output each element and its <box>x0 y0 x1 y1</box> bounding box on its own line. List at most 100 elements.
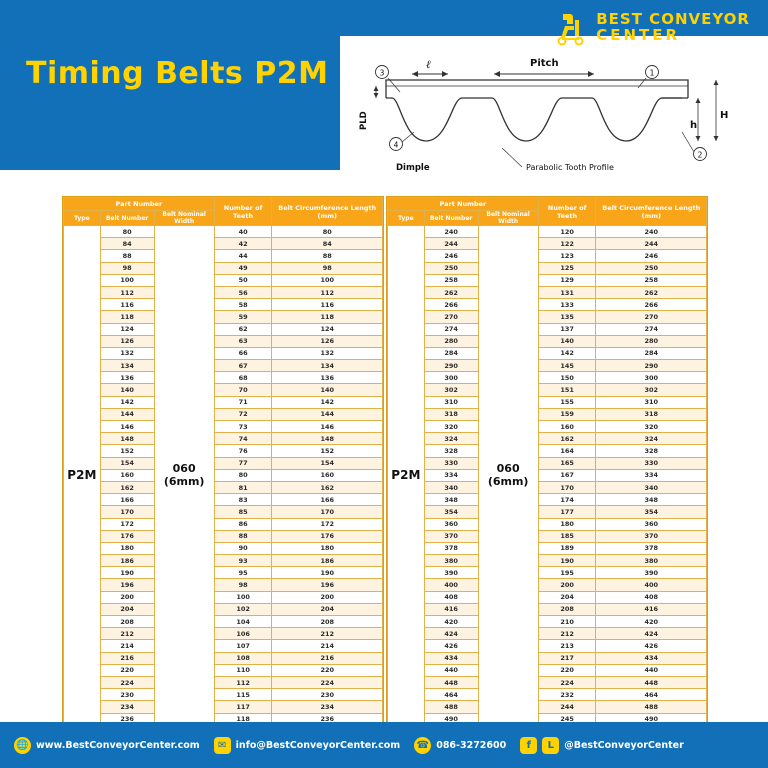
cell-belt-number: 200 <box>99 590 155 604</box>
cell-belt-circumference: 84 <box>271 237 383 251</box>
cell-number-of-teeth: 88 <box>213 529 273 543</box>
cell-number-of-teeth: 140 <box>537 334 597 348</box>
table-row: 330 165 330 <box>388 456 707 470</box>
cell-belt-circumference: 274 <box>595 322 707 336</box>
table-header-sub: Type Belt Number Belt Nominal Width <box>63 210 383 226</box>
table-row: 116 58 116 <box>64 298 383 312</box>
footer-social[interactable]: f L @BestConveyorCenter <box>520 736 684 754</box>
cell-number-of-teeth: 133 <box>537 298 597 312</box>
cell-belt-number: 152 <box>99 444 155 458</box>
cell-belt-circumference: 244 <box>595 237 707 251</box>
conveyor-robot-icon <box>554 10 588 46</box>
cell-number-of-teeth: 107 <box>213 639 273 653</box>
cell-belt-number: 270 <box>423 310 479 324</box>
cell-belt-number: 100 <box>99 273 155 287</box>
cell-number-of-teeth: 68 <box>213 371 273 385</box>
table-row: 234 117 234 <box>64 700 383 714</box>
cell-belt-nominal-width: 060 (6mm) <box>477 225 539 726</box>
cell-belt-circumference: 140 <box>271 383 383 397</box>
cell-number-of-teeth: 62 <box>213 322 273 336</box>
cell-belt-number: 390 <box>423 566 479 580</box>
cell-number-of-teeth: 204 <box>537 590 597 604</box>
table-row: 246 123 246 <box>388 249 707 263</box>
cell-belt-circumference: 154 <box>271 456 383 470</box>
svg-text:h: h <box>690 120 697 131</box>
cell-belt-circumference: 310 <box>595 395 707 409</box>
cell-belt-number: 230 <box>99 688 155 702</box>
table-row: 176 88 176 <box>64 529 383 543</box>
brand-logo: BEST CONVEYOR CENTER <box>554 10 750 46</box>
svg-text:ℓ: ℓ <box>426 58 431 71</box>
cell-number-of-teeth: 112 <box>213 675 273 690</box>
cell-belt-number: 320 <box>423 419 479 434</box>
table-row: 160 80 160 <box>64 468 383 482</box>
cell-number-of-teeth: 80 <box>213 468 273 482</box>
part-number-table: Part Number Number of Teeth Belt Circumfer… <box>387 197 707 726</box>
header-number-of-teeth: Number of Teeth <box>537 197 597 226</box>
cell-belt-circumference: 280 <box>595 334 707 348</box>
cell-belt-circumference: 354 <box>595 505 707 519</box>
cell-belt-number: 212 <box>99 627 155 641</box>
cell-number-of-teeth: 102 <box>213 602 273 617</box>
cell-number-of-teeth: 125 <box>537 261 597 275</box>
cell-belt-circumference: 262 <box>595 285 707 300</box>
cell-number-of-teeth: 160 <box>537 419 597 434</box>
cell-number-of-teeth: 167 <box>537 468 597 482</box>
table-row: 112 56 112 <box>64 285 383 300</box>
cell-belt-circumference: 340 <box>595 480 707 495</box>
cell-number-of-teeth: 131 <box>537 285 597 300</box>
cell-belt-circumference: 142 <box>271 395 383 409</box>
cell-number-of-teeth: 208 <box>537 602 597 617</box>
cell-number-of-teeth: 67 <box>213 359 273 373</box>
table-header-group: Part Number Number of Teeth Belt Circumfer… <box>63 197 383 226</box>
cell-number-of-teeth: 90 <box>213 541 273 556</box>
footer-phone[interactable]: ☎ 086-3272600 <box>414 736 506 754</box>
cell-number-of-teeth: 59 <box>213 310 273 324</box>
cell-belt-circumference: 208 <box>271 614 383 629</box>
cell-number-of-teeth: 115 <box>213 688 273 702</box>
cell-belt-number: 244 <box>423 237 479 251</box>
table-row: 148 74 148 <box>64 432 383 446</box>
table-row: 370 185 370 <box>388 529 707 543</box>
cell-belt-circumference: 190 <box>271 566 383 580</box>
cell-number-of-teeth: 170 <box>537 480 597 495</box>
cell-belt-number: 176 <box>99 529 155 543</box>
cell-belt-number: 154 <box>99 456 155 470</box>
cell-belt-circumference: 204 <box>271 602 383 617</box>
line-icon: L <box>542 736 560 754</box>
table-row: 378 189 378 <box>388 541 707 556</box>
cell-number-of-teeth: 93 <box>213 554 273 568</box>
cell-belt-circumference: 214 <box>271 639 383 653</box>
svg-text:3: 3 <box>380 69 385 78</box>
cell-belt-circumference: 196 <box>271 578 383 592</box>
table-row: 434 217 434 <box>388 651 707 665</box>
brand-line-2: CENTER <box>596 26 681 44</box>
cell-belt-number: 214 <box>99 639 155 653</box>
cell-belt-circumference: 212 <box>271 627 383 641</box>
cell-belt-number: 166 <box>99 493 155 507</box>
cell-number-of-teeth: 83 <box>213 493 273 507</box>
cell-belt-circumference: 464 <box>595 688 707 702</box>
footer-email[interactable]: ✉ info@BestConveyorCenter.com <box>213 736 400 754</box>
cell-belt-number: 84 <box>99 237 155 251</box>
cell-belt-number: 170 <box>99 505 155 519</box>
cell-number-of-teeth: 123 <box>537 249 597 263</box>
table-row: 290 145 290 <box>388 359 707 373</box>
cell-belt-number: 124 <box>99 322 155 336</box>
cell-number-of-teeth: 185 <box>537 529 597 543</box>
footer-website-text: www.BestConveyorCenter.com <box>36 739 200 751</box>
envelope-icon: ✉ <box>213 736 231 754</box>
cell-belt-circumference: 328 <box>595 444 707 458</box>
table-row: 124 62 124 <box>64 322 383 336</box>
table-row: 224 112 224 <box>64 675 383 690</box>
table-row: 100 50 100 <box>64 273 383 287</box>
cell-number-of-teeth: 155 <box>537 395 597 409</box>
cell-belt-circumference: 300 <box>595 371 707 385</box>
cell-belt-number: 258 <box>423 273 479 287</box>
cell-number-of-teeth: 180 <box>537 517 597 531</box>
table-row: 348 174 348 <box>388 493 707 507</box>
cell-number-of-teeth: 137 <box>537 322 597 336</box>
table-row: P2M 240 060 (6mm) 120 240 <box>387 224 707 726</box>
cell-belt-number: 162 <box>99 480 155 495</box>
footer-website[interactable]: 🌐 www.BestConveyorCenter.com <box>14 736 200 754</box>
